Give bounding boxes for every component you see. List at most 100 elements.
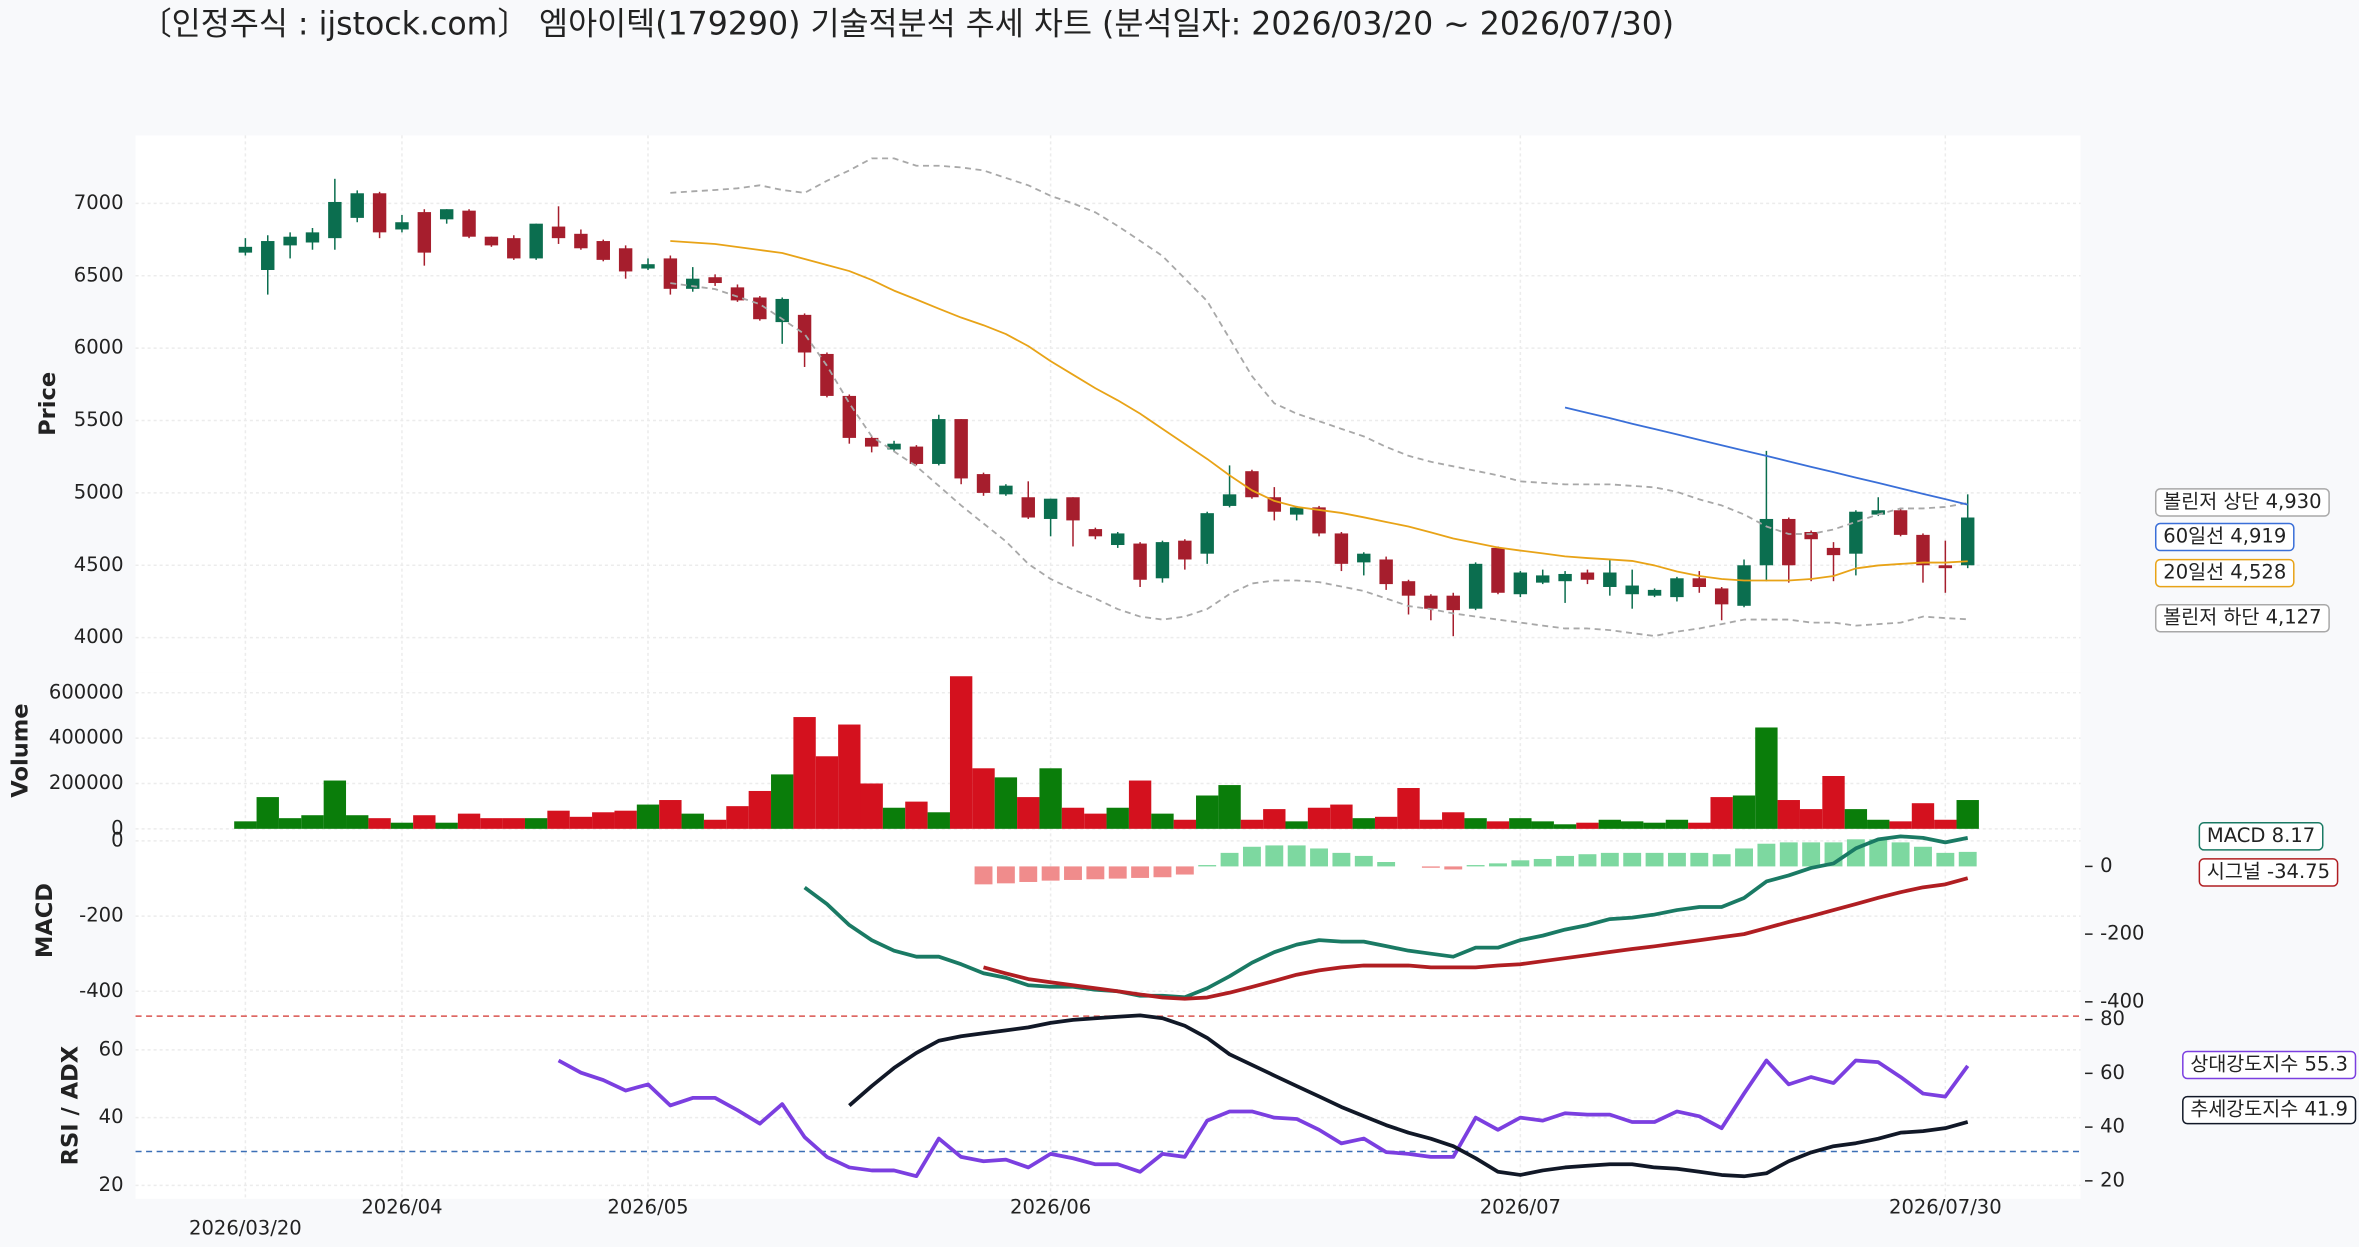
histogram-bar: [1891, 842, 1910, 867]
histogram-bar: [996, 866, 1015, 884]
candle-body: [1491, 547, 1505, 593]
candle-body: [1826, 547, 1841, 556]
y2-tick-label: 60: [2100, 1061, 2125, 1084]
volume-bar: [1911, 803, 1935, 829]
y2-tick-label: 80: [2100, 1007, 2125, 1030]
series-line: [670, 282, 1968, 637]
volume-bar: [1419, 819, 1443, 829]
candle-body: [596, 241, 610, 260]
volume-bar: [346, 815, 369, 829]
candle-body: [1357, 553, 1371, 563]
histogram-bar: [1712, 854, 1731, 867]
histogram-bar: [1421, 866, 1440, 868]
candle-body: [350, 193, 364, 218]
panel-background: [135, 1012, 2081, 1199]
end-label-box: [2154, 522, 2295, 552]
candle-body: [663, 258, 678, 289]
end-label-box: [2154, 558, 2295, 588]
candle-body: [976, 474, 991, 493]
candle-body: [1536, 575, 1550, 583]
end-label: 추세강도지수 41.9: [2190, 1098, 2348, 1121]
end-label-box: [2154, 488, 2330, 517]
volume-bar: [1039, 768, 1062, 829]
volume-bar: [368, 818, 391, 829]
volume-bar: [905, 801, 928, 829]
candle-body: [1178, 540, 1192, 560]
y-tick-label: -400: [79, 979, 123, 1002]
histogram-bar: [1600, 852, 1619, 867]
volume-bar: [569, 816, 593, 829]
candle-body: [328, 201, 342, 239]
y-axis-label: Volume: [8, 703, 34, 797]
end-label-box: [2154, 603, 2330, 633]
y-tick-label: 20: [99, 1173, 124, 1196]
histogram-bar: [1175, 866, 1194, 875]
candle-body: [551, 226, 566, 239]
end-label: 상대강도지수 55.3: [2190, 1052, 2348, 1075]
candle-body: [1424, 595, 1438, 609]
candle-body: [1379, 559, 1393, 585]
volume-bar: [413, 815, 436, 829]
volume-bar: [1777, 800, 1800, 829]
volume-bar: [1263, 809, 1286, 829]
candle-body: [1961, 517, 1975, 566]
volume-bar: [1061, 807, 1085, 829]
histogram-bar: [1802, 842, 1821, 867]
volume-bar: [614, 810, 637, 829]
y-axis-label: RSI / ADX: [57, 1046, 83, 1165]
y2-tick-label: -400: [2100, 989, 2144, 1012]
volume-bar: [1106, 807, 1129, 829]
volume-bar: [435, 822, 458, 829]
y-tick-label: 0: [111, 828, 123, 851]
y-tick-label: 200000: [49, 771, 124, 794]
y-tick-label: -200: [79, 904, 123, 927]
candle-body: [1849, 511, 1863, 554]
candle-body: [1088, 529, 1103, 537]
histogram-bar: [1489, 863, 1507, 867]
series-line: [670, 240, 1968, 582]
candle-body: [1759, 518, 1774, 566]
volume-bar: [1486, 821, 1510, 829]
candle-body: [1155, 542, 1170, 579]
histogram-bar: [1466, 865, 1485, 867]
volume-bar: [927, 812, 950, 829]
histogram-bar: [1735, 848, 1753, 867]
series-line: [803, 834, 1969, 1000]
volume-bar: [659, 800, 682, 829]
series-line: [557, 1058, 1970, 1179]
x-tick-label: 2026/07/30: [1889, 1195, 2002, 1218]
candle-body: [954, 419, 968, 479]
volume-bar: [1017, 797, 1040, 829]
volume-bar: [815, 756, 839, 829]
volume-bar: [390, 822, 414, 829]
volume-bar: [1330, 804, 1353, 829]
volume-bar: [1218, 785, 1241, 829]
histogram-bar: [1242, 846, 1261, 867]
candle-body: [1401, 581, 1416, 596]
y-tick-label: 6500: [74, 263, 124, 286]
y-tick-label: 6000: [74, 336, 124, 359]
candle-body: [574, 233, 588, 249]
candle-body: [932, 419, 946, 464]
histogram-bar: [1914, 846, 1932, 867]
volume-bar: [480, 818, 503, 829]
volume-bar: [1710, 797, 1733, 829]
volume-bar: [1374, 816, 1398, 829]
volume-bar: [1643, 822, 1666, 829]
volume-bar: [1397, 788, 1420, 829]
volume-bar: [457, 813, 481, 829]
candle-body: [1670, 578, 1684, 598]
candle-body: [529, 223, 543, 259]
candle-body: [1647, 589, 1662, 596]
candle-body: [1692, 578, 1707, 587]
histogram-bar: [1377, 862, 1396, 867]
candle-body: [462, 210, 476, 237]
candle-body: [1446, 595, 1460, 611]
volume-bar: [949, 676, 973, 829]
candle-body: [641, 264, 655, 269]
volume-bar: [502, 818, 525, 829]
histogram-bar: [1958, 851, 1977, 867]
end-label-box: [2182, 1050, 2357, 1080]
volume-bar: [323, 780, 347, 829]
